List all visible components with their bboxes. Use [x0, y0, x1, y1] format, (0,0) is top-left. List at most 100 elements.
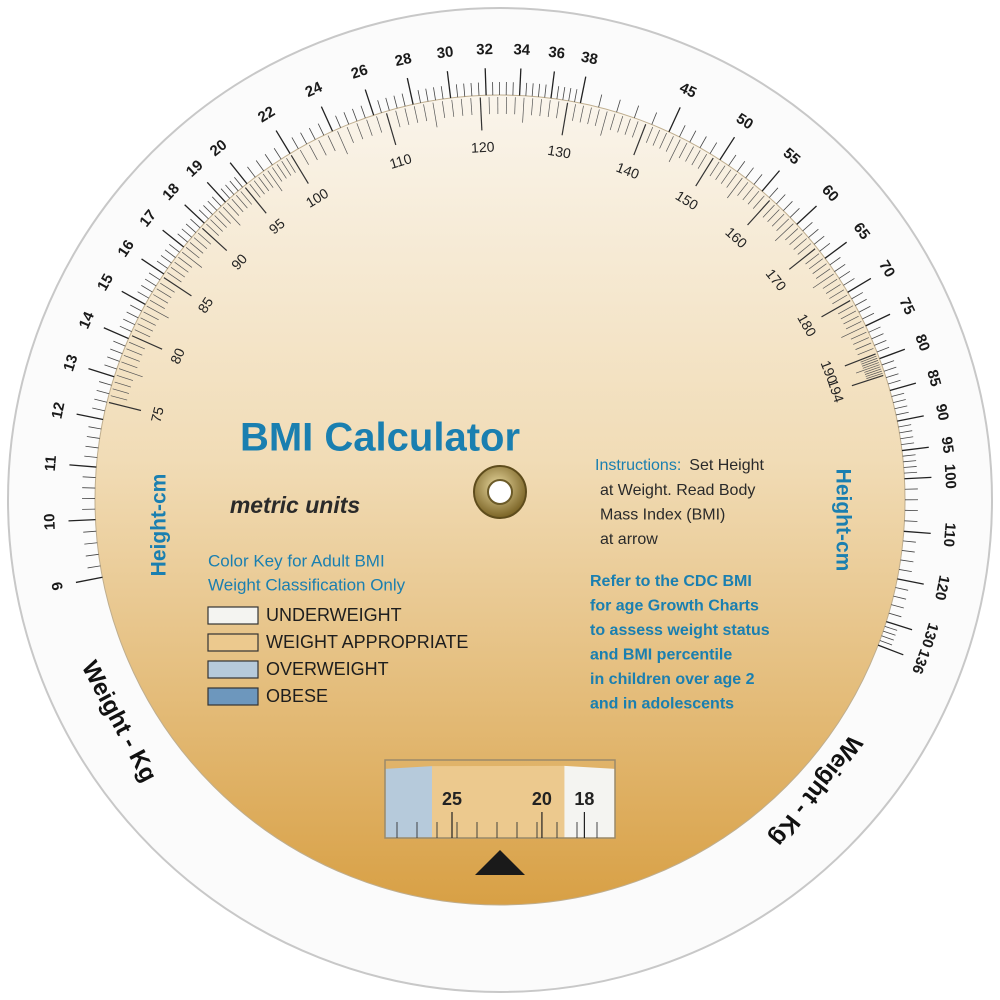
weight-minor-tick	[904, 471, 918, 474]
height-minor-tick	[727, 177, 743, 199]
height-minor-tick	[691, 150, 701, 166]
height-minor-tick	[861, 360, 879, 367]
instructions: Instructions: Set Height	[595, 457, 765, 474]
weight-tick	[879, 348, 906, 360]
weight-minor-tick	[85, 445, 99, 449]
height-minor-tick	[218, 211, 231, 224]
height-minor-tick	[206, 223, 220, 236]
weight-minor-tick	[190, 218, 201, 229]
weight-minor-tick	[544, 84, 547, 98]
height-minor-tick	[267, 170, 283, 192]
height-minor-tick	[793, 238, 807, 250]
height-minor-tick	[366, 119, 373, 136]
weight-minor-tick	[898, 424, 912, 428]
height-tick	[290, 154, 309, 184]
height-minor-tick	[825, 284, 841, 294]
weight-minor-tick	[255, 160, 265, 172]
height-minor-tick	[522, 97, 525, 123]
height-minor-tick	[864, 366, 881, 373]
height-minor-tick	[258, 177, 270, 192]
weight-minor-tick	[137, 291, 150, 299]
weight-minor-tick	[633, 105, 640, 119]
height-tick	[108, 401, 142, 412]
weight-minor-tick	[88, 426, 102, 430]
weight-minor-tick	[783, 201, 793, 211]
height-label: 110	[388, 150, 414, 172]
weight-label: 95	[938, 436, 957, 455]
weight-minor-tick	[893, 399, 906, 404]
weight-minor-tick	[838, 270, 851, 279]
height-minor-tick	[609, 113, 616, 131]
weight-minor-tick	[343, 112, 350, 125]
height-minor-tick	[193, 237, 208, 250]
weight-minor-tick	[900, 559, 914, 563]
height-minor-tick	[240, 191, 253, 205]
height-tick	[479, 97, 483, 131]
height-label: 85	[194, 294, 216, 316]
height-minor-tick	[118, 368, 143, 378]
weight-tick	[897, 578, 924, 585]
height-minor-tick	[156, 288, 172, 299]
height-minor-tick	[160, 282, 175, 293]
height-minor-tick	[843, 315, 859, 325]
weight-minor-tick	[895, 411, 909, 416]
height-minor-tick	[181, 251, 203, 268]
weight-label: 9	[49, 580, 67, 591]
height-minor-tick	[631, 121, 639, 138]
weight-minor-tick	[177, 233, 188, 243]
height-minor-tick	[167, 272, 182, 283]
height-minor-tick	[668, 139, 681, 163]
weight-minor-tick	[819, 242, 831, 252]
weight-minor-tick	[881, 635, 894, 641]
weight-minor-tick	[829, 257, 841, 266]
weight-minor-tick	[895, 587, 909, 591]
weight-minor-tick	[220, 188, 231, 199]
height-minor-tick	[337, 131, 348, 155]
height-minor-tick	[747, 190, 760, 205]
weight-tick	[847, 277, 872, 293]
height-minor-tick	[327, 135, 336, 152]
height-label: 75	[148, 405, 167, 424]
height-minor-tick	[556, 101, 560, 119]
height-minor-tick	[214, 215, 227, 228]
weight-label: 70	[875, 257, 898, 280]
height-minor-tick	[832, 294, 848, 305]
height-tick	[385, 113, 397, 146]
height-tick	[844, 353, 876, 367]
height-minor-tick	[785, 228, 799, 241]
height-minor-tick	[857, 348, 874, 356]
weight-minor-tick	[123, 318, 136, 326]
height-minor-tick	[709, 161, 720, 177]
weight-minor-tick	[568, 87, 572, 101]
height-minor-tick	[134, 329, 151, 338]
grommet-hole	[487, 479, 513, 505]
height-minor-tick	[123, 355, 140, 362]
weight-label: 100	[941, 463, 959, 489]
weight-label: 50	[733, 110, 756, 133]
subtitle: metric units	[230, 492, 360, 518]
height-minor-tick	[865, 370, 882, 377]
weight-minor-tick	[141, 285, 153, 293]
weight-minor-tick	[525, 82, 528, 96]
instructions-label: Instructions:	[595, 457, 681, 474]
weight-minor-tick	[455, 84, 459, 98]
key-heading: Weight Classification Only	[208, 575, 406, 594]
bmi-window: 25 20 18	[384, 759, 616, 839]
height-minor-tick	[767, 209, 780, 223]
weight-tick	[69, 464, 97, 468]
weight-label: 75	[895, 295, 918, 317]
weight-minor-tick	[92, 407, 106, 412]
weight-minor-tick	[888, 612, 902, 618]
weight-minor-tick	[156, 260, 168, 269]
weight-minor-tick	[902, 454, 916, 457]
weight-label: 130	[918, 621, 942, 650]
height-label: 120	[471, 139, 495, 156]
height-minor-tick	[146, 305, 169, 319]
weight-minor-tick	[181, 228, 193, 238]
weight-tick	[184, 204, 205, 224]
weight-minor-tick	[699, 136, 707, 149]
weight-minor-tick	[679, 125, 686, 138]
height-label: 130	[546, 142, 572, 162]
height-minor-tick	[249, 183, 261, 198]
weight-minor-tick	[393, 95, 398, 109]
